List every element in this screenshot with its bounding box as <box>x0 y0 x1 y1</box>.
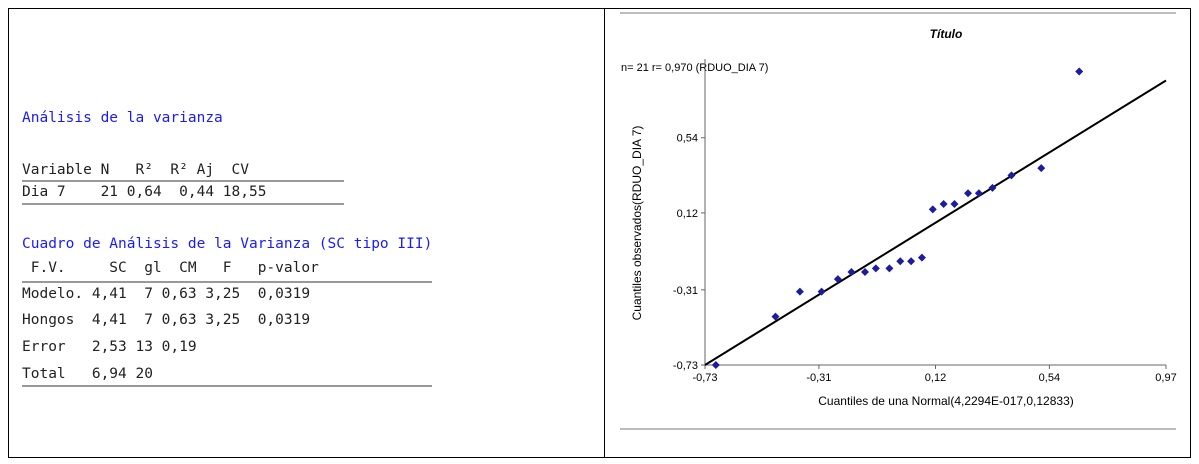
y-tick-label: 0,12 <box>677 208 698 220</box>
anova-panel: Análisis de la varianza Variable N R² R²… <box>22 0 602 450</box>
data-point <box>860 267 869 276</box>
data-point <box>974 189 983 198</box>
data-point <box>1037 164 1046 173</box>
data-point <box>833 275 842 284</box>
table-title: Cuadro de Análisis de la Varianza (SC ti… <box>22 236 433 252</box>
chart-title: Título <box>930 27 963 41</box>
data-point <box>928 205 937 214</box>
data-point <box>988 183 997 192</box>
panel-divider <box>604 8 605 458</box>
x-axis-label: Cuantiles de una Normal(4,2294E-017,0,12… <box>818 394 1074 408</box>
data-point <box>939 199 948 208</box>
y-tick-label: -0,31 <box>673 285 698 297</box>
data-point <box>907 257 916 266</box>
x-tick-label: 0,97 <box>1155 372 1176 384</box>
table-bottom-rule <box>22 385 432 387</box>
data-point <box>885 264 894 273</box>
table-row: Error 2,53 13 0,19 <box>22 339 197 355</box>
y-axis-label: Cuantiles observados(RDUO_DIA 7) <box>630 126 644 321</box>
fit-line <box>704 79 1167 366</box>
x-tick-label: -0,73 <box>692 372 717 384</box>
data-point <box>871 264 880 273</box>
y-tick-label: 0,54 <box>677 133 698 145</box>
data-point <box>964 189 973 198</box>
summary-header-rule <box>22 180 344 182</box>
data-point <box>817 287 826 296</box>
x-tick-label: 0,12 <box>925 372 946 384</box>
points-group <box>711 67 1084 369</box>
data-point <box>1075 67 1084 76</box>
table-row: Modelo. 4,41 7 0,63 3,25 0,0319 <box>22 286 311 302</box>
panel-top-rule <box>620 12 1176 14</box>
data-point <box>950 199 959 208</box>
table-header: F.V. SC gl CM F p-valor <box>22 260 319 276</box>
data-point <box>771 312 780 321</box>
qq-plot-svg: Título n= 21 r= 0,970 (RDUO_DIA 7) Cuant… <box>621 27 1177 408</box>
panel-bottom-rule <box>620 428 1176 430</box>
figure-frame <box>8 8 1191 458</box>
data-point <box>1007 171 1016 180</box>
table-row: Hongos 4,41 7 0,63 3,25 0,0319 <box>22 312 311 328</box>
qq-plot-panel: Título n= 21 r= 0,970 (RDUO_DIA 7) Cuant… <box>605 8 1191 458</box>
data-point <box>795 287 804 296</box>
fit-line-group <box>704 79 1167 366</box>
data-point <box>711 361 720 369</box>
x-tick-label: 0,54 <box>1039 372 1060 384</box>
chart-annotation: n= 21 r= 0,970 (RDUO_DIA 7) <box>621 62 768 74</box>
summary-header: Variable N R² R² Aj CV <box>22 162 249 178</box>
y-tick-label: -0,73 <box>673 360 698 372</box>
data-point <box>917 253 926 262</box>
anova-title: Análisis de la varianza <box>22 110 223 126</box>
table-header-rule <box>22 281 432 283</box>
table-row: Total 6,94 20 <box>22 366 153 382</box>
data-point <box>847 267 856 276</box>
axes: -0,73 -0,31 0,12 0,54 0,97 -0,73 -0,31 0,12 0,54 <box>673 59 1177 384</box>
summary-row: Dia 7 21 0,64 0,44 18,55 <box>22 184 267 200</box>
data-point <box>896 257 905 266</box>
summary-bottom-rule <box>22 203 344 205</box>
x-tick-label: -0,31 <box>806 372 831 384</box>
